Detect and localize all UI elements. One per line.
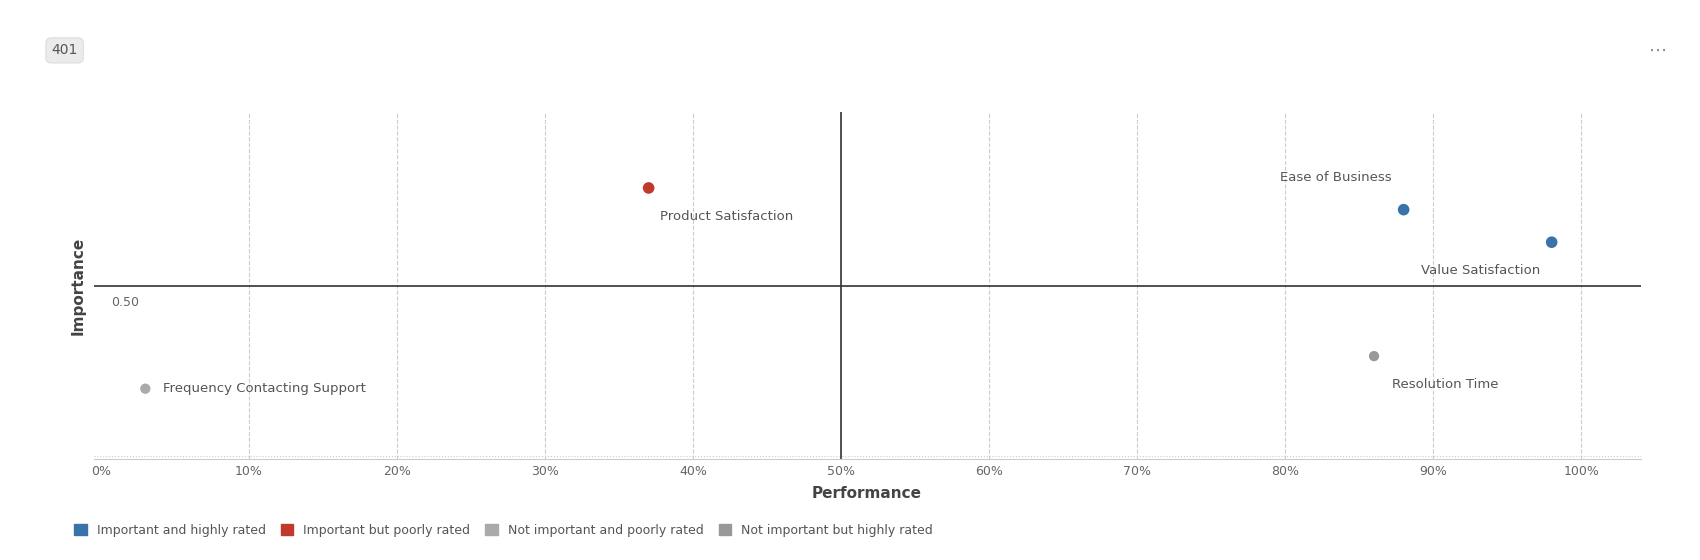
Legend: Important and highly rated, Important but poorly rated, Not important and poorly: Important and highly rated, Important bu…	[75, 524, 933, 537]
Text: Ease of Business: Ease of Business	[1280, 171, 1392, 184]
Text: Value Satisfaction: Value Satisfaction	[1421, 264, 1540, 277]
Point	[1538, 237, 1566, 246]
Text: 0.50: 0.50	[110, 296, 139, 310]
Text: ⋯: ⋯	[1649, 41, 1666, 59]
Text: Resolution Time: Resolution Time	[1392, 378, 1498, 391]
Point	[131, 384, 158, 393]
Point	[1360, 352, 1387, 361]
Y-axis label: Importance: Importance	[70, 236, 85, 335]
X-axis label: Performance: Performance	[813, 486, 921, 501]
Point	[636, 184, 663, 193]
Text: Frequency Contacting Support: Frequency Contacting Support	[163, 382, 366, 395]
Point	[1391, 205, 1418, 214]
Text: Product Satisfaction: Product Satisfaction	[661, 209, 794, 223]
Text: 401: 401	[51, 44, 78, 58]
